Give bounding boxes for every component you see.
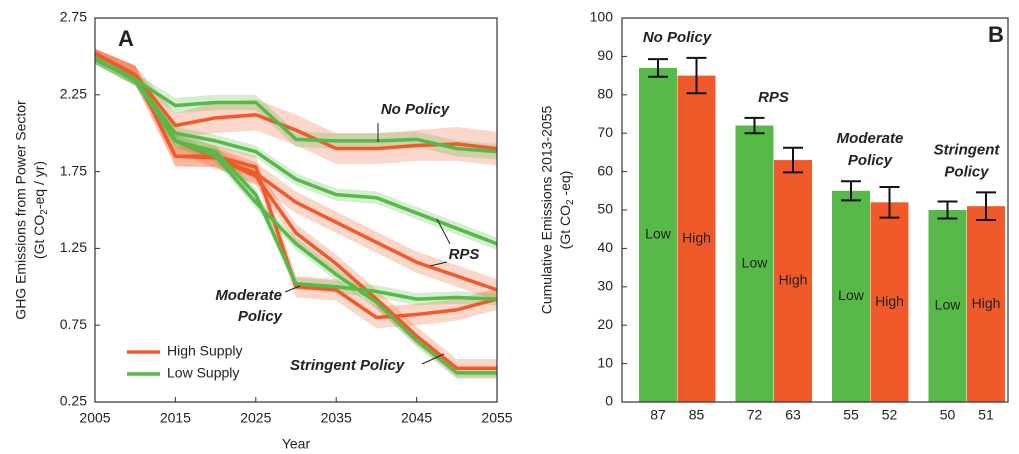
panel-label: A	[118, 26, 134, 51]
leader-line	[429, 261, 448, 267]
x-tick-label: 2025	[240, 410, 271, 426]
plot-frame	[94, 17, 498, 403]
y-tick-label: 60	[597, 162, 613, 178]
value-label: 72	[747, 407, 763, 423]
scenario-label: Moderate	[215, 287, 282, 304]
bar-series-label: Low	[935, 297, 962, 313]
error-bar	[841, 180, 861, 202]
uncertainty-band	[95, 48, 497, 166]
value-label: 85	[689, 407, 705, 423]
y-tick-label: 30	[597, 278, 613, 294]
value-label: 52	[882, 407, 898, 423]
plot-frame	[621, 17, 1009, 403]
error-bar	[648, 58, 668, 78]
leader-line	[284, 285, 301, 293]
scenario-label: RPS	[449, 246, 480, 263]
bar	[928, 210, 967, 402]
legend-label: High Supply	[167, 343, 243, 359]
error-bar	[879, 185, 900, 219]
scenario-label: Stringent Policy	[290, 357, 405, 374]
y-tick-label: 40	[597, 239, 613, 255]
y-tick-label: 70	[597, 124, 613, 140]
label-part: -eq / yr)	[31, 161, 47, 209]
label-subscript: 2	[565, 199, 576, 205]
y-tick-label: 2.25	[60, 86, 87, 102]
value-label: 87	[650, 407, 666, 423]
uncertainty-band	[95, 54, 497, 250]
scenario-label: Policy	[238, 308, 283, 325]
x-tick-label: 2045	[401, 410, 432, 426]
y-tick-label: 1.25	[60, 239, 87, 255]
series-line	[94, 57, 497, 375]
leader-line	[436, 218, 451, 245]
series-line	[94, 51, 498, 151]
category-label: Moderate	[837, 130, 904, 147]
label-part: (Gt CO	[557, 205, 573, 249]
bar	[639, 67, 677, 403]
y-axis-label: (Gt CO2-eq / yr)	[31, 161, 50, 259]
error-bar	[686, 56, 707, 95]
y-tick-label: 50	[597, 201, 613, 217]
x-tick-label: 2005	[79, 410, 110, 426]
series-line	[94, 57, 498, 154]
y-tick-label: 90	[597, 47, 613, 63]
category-label: Stringent	[934, 141, 1001, 158]
x-tick-label: 2055	[481, 410, 512, 426]
y-axis-label: Cumulative Emissions 2013-2055	[539, 106, 555, 315]
series-line	[94, 57, 498, 246]
y-axis-label: GHG Emissions from Power Sector	[13, 100, 29, 320]
bar-series-label: Low	[645, 226, 672, 242]
bar-series-label: High	[682, 230, 711, 246]
category-label: Policy	[848, 152, 893, 169]
bar	[735, 125, 774, 403]
x-tick-label: 2035	[321, 410, 352, 426]
bar	[832, 190, 870, 402]
bar	[967, 206, 1005, 402]
category-label: No Policy	[643, 29, 712, 46]
bar-series-label: Low	[742, 254, 769, 270]
label-part: (Gt CO	[31, 215, 47, 259]
x-axis-label: Year	[282, 436, 311, 452]
value-label: 63	[785, 407, 801, 423]
bar-series-label: High	[972, 295, 1001, 311]
y-tick-label: 100	[590, 9, 614, 25]
error-bar	[937, 200, 958, 220]
y-tick-label: 0.25	[60, 393, 87, 409]
bar	[870, 202, 909, 402]
y-tick-label: 80	[597, 86, 613, 102]
error-bar	[976, 191, 996, 221]
error-bar	[744, 116, 765, 135]
bar	[774, 160, 812, 402]
y-axis-label: (Gt CO2 -eq)	[557, 171, 576, 250]
series-line	[94, 51, 497, 370]
x-tick-label: 2015	[160, 410, 191, 426]
value-label: 51	[978, 407, 994, 423]
category-label: RPS	[758, 89, 789, 106]
y-tick-label: 2.75	[60, 9, 87, 25]
value-label: 55	[843, 407, 859, 423]
scenario-label: No Policy	[381, 101, 450, 118]
legend-label: Low Supply	[167, 365, 239, 381]
y-tick-label: 0.75	[60, 316, 87, 332]
leader-line	[421, 353, 445, 365]
y-tick-label: 1.75	[60, 162, 87, 178]
label-part: -eq)	[557, 171, 573, 200]
y-tick-label: 20	[597, 316, 613, 332]
panel-label: B	[988, 22, 1004, 47]
bar-series-label: High	[779, 272, 808, 288]
y-tick-label: 0	[605, 393, 613, 409]
error-bar	[783, 146, 803, 174]
value-label: 50	[940, 407, 956, 423]
label-subscript: 2	[39, 209, 50, 215]
y-tick-label: 10	[597, 354, 613, 370]
uncertainty-band	[95, 54, 497, 160]
bar	[677, 75, 716, 402]
category-label: Policy	[944, 163, 989, 180]
bar-series-label: Low	[838, 287, 865, 303]
bar-series-label: High	[875, 293, 904, 309]
